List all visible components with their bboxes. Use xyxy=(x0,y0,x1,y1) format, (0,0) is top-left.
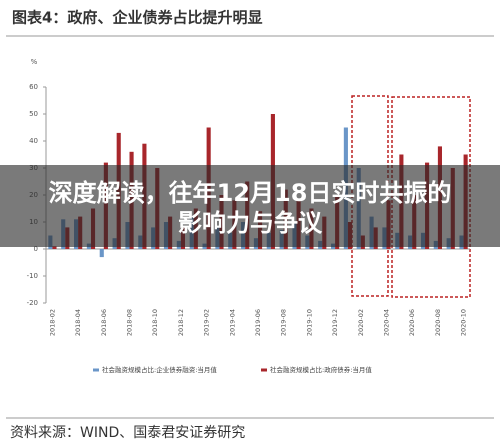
y-tick-label: -20 xyxy=(27,299,38,307)
x-tick-label: 2020-06 xyxy=(408,309,416,336)
legend-label: 社会融资规模占比:政府债券:当月值 xyxy=(270,365,372,374)
x-tick-label: 2020-04 xyxy=(382,309,390,336)
legend-label: 社会融资规模占比:企业债券融资:当月值 xyxy=(102,365,217,374)
x-tick-label: 2018-10 xyxy=(151,309,159,336)
bar xyxy=(99,249,104,258)
x-tick-label: 2020-08 xyxy=(434,309,442,336)
bar xyxy=(52,246,57,249)
x-tick-label: 2020-10 xyxy=(460,309,468,336)
y-axis-label: % xyxy=(31,58,38,66)
x-tick-label: 2019-02 xyxy=(203,309,211,336)
y-tick-label: 50 xyxy=(29,110,38,118)
x-tick-label: 2018-08 xyxy=(126,309,134,336)
source: 资料来源：WIND、国泰君安证券研究 xyxy=(10,425,245,441)
y-tick-label: 60 xyxy=(29,83,38,91)
x-tick-label: 2019-08 xyxy=(280,309,288,336)
x-tick-label: 2020-02 xyxy=(357,309,365,336)
x-tick-label: 2019-12 xyxy=(331,309,339,336)
x-tick-label: 2018-06 xyxy=(100,309,108,336)
x-tick-label: 2019-06 xyxy=(254,309,262,336)
chart-title: 图表4：政府、企业债券占比提升明显 xyxy=(12,9,262,27)
headline: 深度解读，往年12月18日实时共振的影响力与争议 xyxy=(48,179,452,237)
x-tick-label: 2018-04 xyxy=(74,309,82,336)
x-tick-label: 2018-12 xyxy=(177,309,185,336)
x-tick-label: 2018-02 xyxy=(48,309,56,336)
y-tick-label: 0 xyxy=(34,245,38,253)
y-tick-label: -10 xyxy=(27,272,38,280)
x-tick-label: 2019-04 xyxy=(228,309,236,336)
banner xyxy=(0,165,500,247)
x-tick-label: 2019-10 xyxy=(305,309,313,336)
y-tick-label: 40 xyxy=(29,137,38,145)
